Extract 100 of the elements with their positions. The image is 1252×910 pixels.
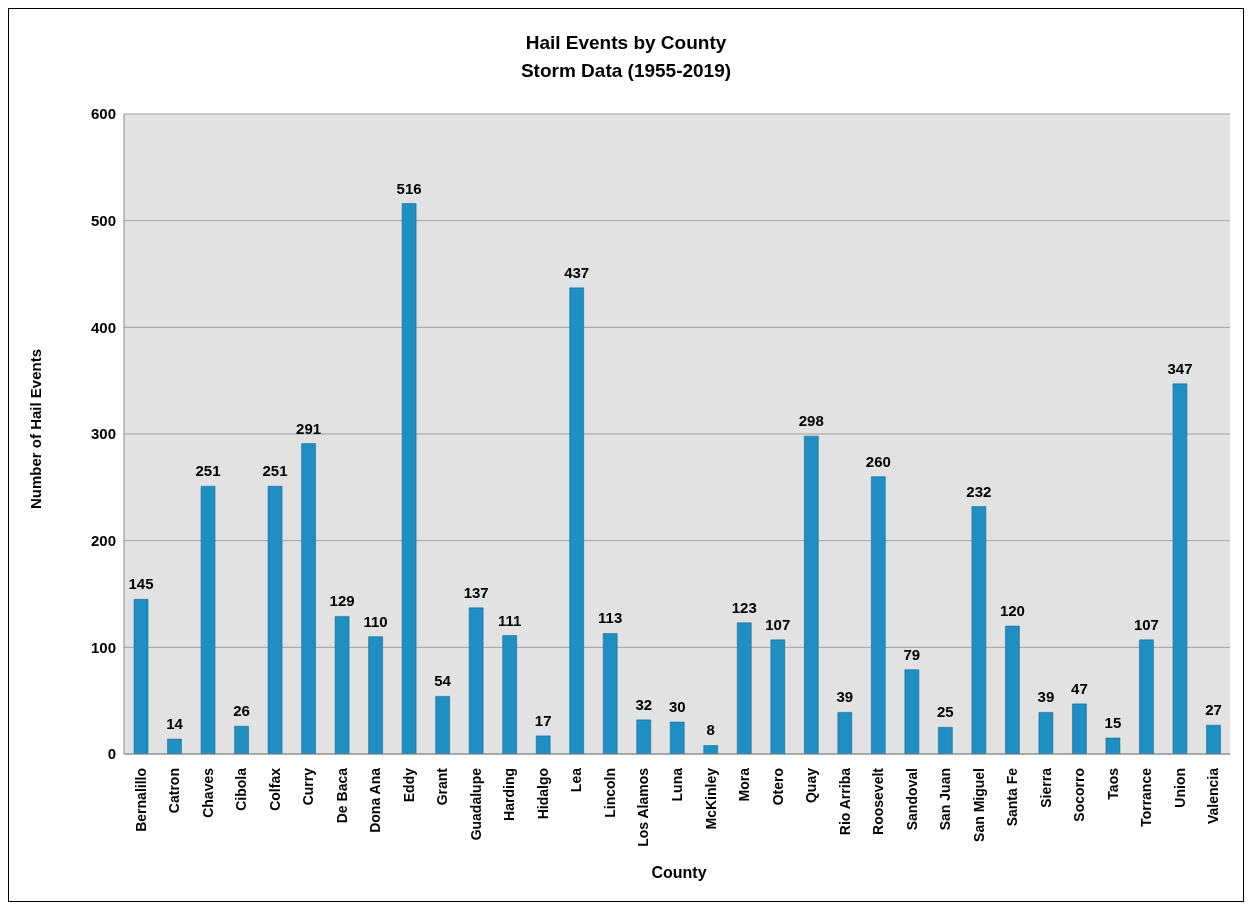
- x-tick-label: San Miguel: [970, 768, 987, 842]
- data-label: 107: [1133, 615, 1159, 633]
- bar: [871, 476, 886, 754]
- y-tick-label: 400: [90, 318, 116, 336]
- x-tick-label: Mora: [736, 767, 753, 802]
- bar: [167, 738, 182, 754]
- bar: [435, 696, 450, 754]
- x-tick-label: Taos: [1104, 767, 1121, 800]
- x-tick-label: Grant: [434, 767, 451, 806]
- bar: [1139, 639, 1154, 754]
- bar: [1072, 703, 1087, 754]
- bar: [669, 721, 685, 754]
- data-label: 113: [598, 609, 623, 627]
- bar: [401, 203, 417, 754]
- chart-subtitle: Storm Data (1955-2019): [519, 59, 733, 83]
- x-tick-label: Dona Ana: [367, 767, 384, 833]
- x-tick-label: McKinley: [702, 767, 719, 830]
- bar: [1172, 383, 1188, 754]
- x-tick-label: Lincoln: [601, 768, 618, 818]
- bar: [703, 745, 719, 754]
- y-axis-title: Number of Hail Events: [26, 348, 44, 510]
- x-tick-label: Hidalgo: [534, 768, 551, 820]
- bar: [368, 636, 383, 754]
- x-tick-label: Chaves: [199, 767, 216, 818]
- data-label: 32: [635, 695, 653, 713]
- bar: [301, 443, 316, 754]
- x-tick-label: Colfax: [266, 767, 283, 811]
- x-tick-label: Curry: [300, 767, 317, 806]
- bar: [904, 669, 920, 754]
- x-tick-label: Otero: [769, 768, 786, 806]
- data-label: 26: [233, 702, 250, 720]
- x-tick-label: Guadalupe: [467, 767, 484, 841]
- data-label: 25: [937, 703, 954, 721]
- x-tick-label: Quay: [803, 767, 820, 804]
- data-label: 110: [363, 612, 388, 630]
- data-label: 120: [999, 602, 1025, 619]
- bar: [133, 599, 149, 754]
- x-tick-label: Cibola: [233, 767, 250, 811]
- x-tick-label: Valencia: [1205, 767, 1222, 825]
- x-tick-label: San Juan: [937, 768, 954, 831]
- bar: [502, 635, 517, 754]
- bar: [234, 726, 249, 754]
- x-tick-label: Union: [1171, 768, 1188, 808]
- data-label: 47: [1071, 679, 1088, 697]
- data-label: 129: [329, 592, 355, 610]
- bar: [938, 727, 953, 754]
- data-label: 137: [463, 583, 489, 601]
- bar: [535, 735, 551, 754]
- x-tick-label: Sierra: [1037, 767, 1054, 808]
- x-axis-title: County: [650, 864, 708, 882]
- y-tick-label: 0: [107, 745, 116, 763]
- bar: [334, 616, 350, 754]
- data-label: 298: [798, 412, 824, 430]
- bar: [267, 486, 283, 754]
- y-tick-label: 600: [90, 105, 116, 123]
- y-tick-label: 200: [90, 531, 116, 549]
- x-tick-label: Lea: [568, 767, 585, 793]
- data-label: 30: [668, 698, 686, 715]
- x-tick-label: Catron: [166, 768, 183, 814]
- bar: [569, 287, 584, 754]
- x-tick-label: Sandoval: [903, 768, 920, 831]
- data-label: 107: [765, 615, 791, 633]
- x-tick-label: Torrance: [1138, 767, 1155, 827]
- x-tick-label: Harding: [501, 768, 518, 821]
- data-label: 516: [396, 179, 422, 197]
- bar: [602, 633, 618, 754]
- chart-title: Hail Events by County: [524, 31, 728, 55]
- bar: [1105, 737, 1121, 754]
- bar: [804, 435, 819, 754]
- data-label: 54: [434, 672, 452, 690]
- data-label: 15: [1104, 714, 1122, 731]
- bar: [468, 607, 484, 754]
- data-label: 291: [296, 419, 322, 437]
- data-label: 8: [706, 721, 715, 739]
- x-tick-label: Socorro: [1071, 768, 1088, 822]
- data-label: 260: [865, 452, 891, 470]
- data-label: 145: [128, 575, 154, 593]
- x-tick-label: Luna: [669, 767, 685, 802]
- x-tick-label: Rio Arriba: [836, 767, 853, 836]
- data-label: 251: [262, 462, 288, 480]
- data-label: 14: [166, 715, 184, 733]
- x-tick-label: De Baca: [333, 767, 350, 824]
- bar: [1038, 712, 1054, 754]
- data-label: 437: [564, 263, 590, 281]
- data-label: 27: [1205, 701, 1222, 719]
- data-label: 232: [966, 482, 992, 500]
- x-tick-label: Santa Fe: [1004, 767, 1021, 827]
- bar: [837, 712, 853, 754]
- y-tick-label: 300: [90, 425, 116, 443]
- bar: [200, 486, 216, 754]
- data-label: 39: [836, 688, 854, 706]
- bar: [1206, 724, 1221, 754]
- x-tick-label: Eddy: [400, 767, 417, 803]
- x-tick-label: Roosevelt: [870, 767, 887, 835]
- data-label: 17: [534, 711, 552, 729]
- data-label: 123: [731, 598, 757, 616]
- bar: [1005, 625, 1020, 754]
- data-label: 79: [903, 645, 921, 663]
- x-tick-label: Bernalillo: [132, 768, 149, 832]
- bar: [770, 639, 786, 754]
